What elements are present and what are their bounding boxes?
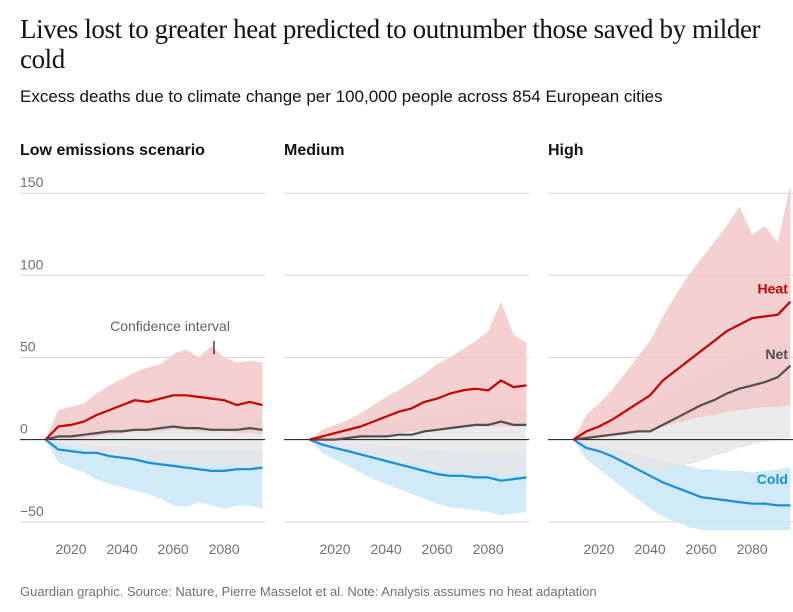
x-tick-label: 2080 bbox=[473, 541, 504, 557]
cold-line bbox=[572, 438, 791, 507]
y-tick-label: 50 bbox=[20, 339, 36, 355]
heat-line bbox=[44, 394, 263, 441]
heat-line bbox=[309, 379, 527, 441]
confidence-interval-label: Confidence interval bbox=[110, 318, 230, 334]
net-series-label: Net bbox=[765, 346, 788, 362]
heat-confidence-band bbox=[45, 346, 263, 440]
x-tick-label: 2040 bbox=[371, 541, 402, 557]
cold-line bbox=[44, 438, 263, 472]
cold-line bbox=[309, 438, 527, 482]
x-tick-label: 2080 bbox=[209, 541, 240, 557]
net-line bbox=[45, 425, 263, 441]
chart-footer: Guardian graphic. Source: Nature, Pierre… bbox=[20, 584, 597, 599]
panel-title: Low emissions scenario bbox=[20, 142, 205, 159]
y-tick-label: 150 bbox=[20, 174, 44, 190]
x-tick-label: 2040 bbox=[107, 541, 138, 557]
x-tick-label: 2060 bbox=[422, 541, 453, 557]
chart-subtitle: Excess deaths due to climate change per … bbox=[20, 87, 663, 106]
x-tick-label: 2020 bbox=[55, 541, 86, 557]
y-tick-label: −50 bbox=[20, 503, 44, 519]
x-tick-label: 2040 bbox=[635, 541, 666, 557]
y-tick-label: 100 bbox=[20, 256, 44, 272]
y-tick-label: 0 bbox=[20, 421, 28, 437]
net-line bbox=[309, 420, 527, 441]
chart-title: Lives lost to greater heat predicted to … bbox=[20, 14, 761, 74]
x-tick-label: 2020 bbox=[583, 541, 614, 557]
x-tick-label: 2020 bbox=[319, 541, 350, 557]
heat-confidence-band bbox=[573, 185, 791, 440]
faceted-area-chart: Low emissions scenario 2020 2040 2060 2080 Me… bbox=[20, 142, 793, 557]
net-line bbox=[573, 364, 792, 441]
panel-title: High bbox=[548, 142, 584, 159]
heat-series-label: Heat bbox=[758, 280, 789, 296]
cold-series-label: Cold bbox=[757, 471, 788, 487]
x-tick-label: 2060 bbox=[158, 541, 189, 557]
x-tick-label: 2080 bbox=[737, 541, 768, 557]
panel-title: Medium bbox=[284, 142, 344, 159]
heat-confidence-band bbox=[309, 301, 527, 440]
x-tick-label: 2060 bbox=[686, 541, 717, 557]
heat-line bbox=[572, 300, 792, 441]
